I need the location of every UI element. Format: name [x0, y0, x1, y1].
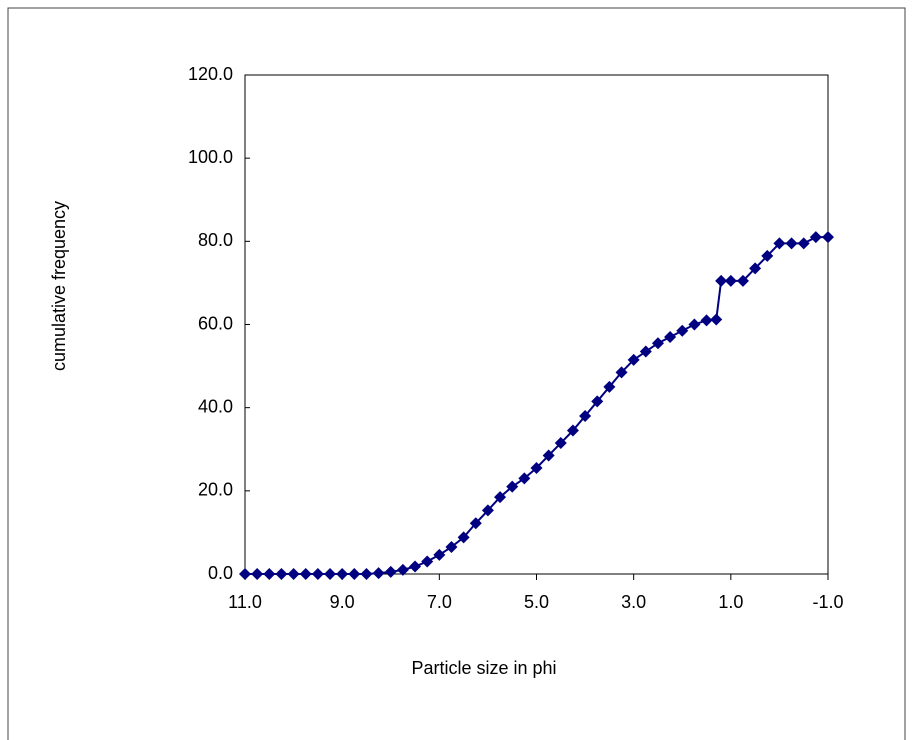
x-tick-label: 5.0: [524, 592, 549, 612]
point: [469, 517, 482, 530]
point: [554, 437, 567, 450]
point: [348, 568, 361, 580]
x-tick-label: 3.0: [621, 592, 646, 612]
point: [785, 237, 798, 250]
point: [409, 560, 422, 573]
point: [724, 274, 737, 287]
point: [822, 231, 834, 244]
point: [360, 568, 373, 580]
y-tick-label: 120.0: [188, 64, 233, 84]
x-tick-label: 9.0: [330, 592, 355, 612]
x-tick-label: -1.0: [812, 592, 843, 612]
point: [579, 409, 592, 422]
y-tick-label: 60.0: [198, 313, 233, 333]
point: [372, 567, 385, 580]
point: [311, 568, 324, 580]
point: [651, 337, 664, 350]
x-tick-label: 11.0: [228, 592, 262, 612]
point: [591, 395, 604, 408]
y-tick-label: 0.0: [208, 563, 233, 583]
point: [324, 568, 337, 580]
point: [615, 366, 628, 379]
chart-frame: [7, 7, 906, 740]
point: [761, 249, 774, 262]
point: [773, 237, 786, 250]
point: [445, 540, 458, 553]
point: [530, 461, 543, 474]
point: [299, 568, 312, 580]
point: [457, 531, 470, 544]
point: [506, 480, 519, 493]
point: [287, 568, 300, 580]
point: [396, 563, 409, 576]
series-line: [245, 236, 828, 575]
x-tick-label: 1.0: [718, 592, 743, 612]
point: [263, 568, 276, 580]
y-tick-label: 80.0: [198, 230, 233, 250]
point: [676, 324, 689, 337]
point: [688, 318, 701, 331]
point: [275, 568, 288, 580]
plot-area: [244, 74, 829, 575]
x-axis-label: Particle size in phi: [411, 658, 556, 678]
point: [715, 274, 728, 287]
point: [421, 555, 434, 568]
y-axis-label: cumulative frequency: [49, 201, 69, 371]
point: [384, 565, 397, 578]
point: [494, 491, 507, 504]
point: [664, 330, 677, 343]
point: [433, 548, 446, 561]
point: [627, 353, 640, 366]
point: [639, 345, 652, 358]
point: [518, 472, 531, 485]
point: [336, 568, 349, 580]
point: [710, 313, 723, 326]
point: [749, 262, 762, 275]
point: [797, 237, 810, 250]
x-tick-label: 7.0: [427, 592, 452, 612]
y-tick-label: 40.0: [198, 396, 233, 416]
point: [481, 504, 494, 517]
point: [251, 568, 264, 580]
point: [809, 231, 822, 244]
point: [566, 424, 579, 437]
point: [239, 568, 251, 580]
point: [542, 449, 555, 462]
y-tick-label: 100.0: [188, 147, 233, 167]
y-tick-label: 20.0: [198, 480, 233, 500]
point: [736, 274, 749, 287]
point: [603, 380, 616, 393]
point: [700, 314, 713, 327]
